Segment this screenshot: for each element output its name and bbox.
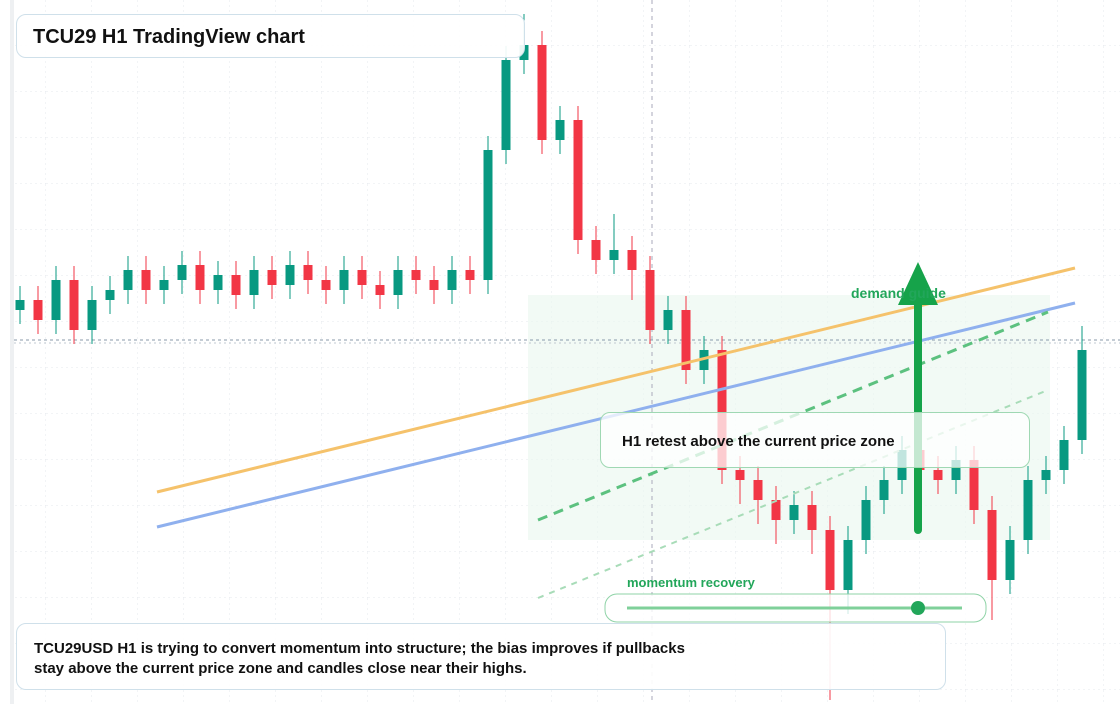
candle-body — [375, 285, 385, 295]
candle-body — [843, 540, 853, 590]
candle-body — [573, 120, 583, 240]
candle-body — [195, 265, 205, 290]
candle-body — [735, 470, 745, 480]
candle-body — [555, 120, 565, 140]
candle-body — [1005, 540, 1015, 580]
candle-body — [987, 510, 997, 580]
annotation: momentum recovery — [627, 575, 756, 590]
candle-body — [339, 270, 349, 290]
candle-body — [357, 270, 367, 285]
candle-body — [825, 530, 835, 590]
candle-body — [69, 280, 79, 330]
candle-body — [609, 250, 619, 260]
candle-body — [177, 265, 187, 280]
candle-body — [15, 300, 25, 310]
candle-body — [663, 310, 673, 330]
candle-body — [771, 500, 781, 520]
annotation-box: H1 retest above the current price zone — [600, 412, 1030, 468]
candle-body — [483, 150, 493, 280]
candle-body — [645, 270, 655, 330]
candle-body — [231, 275, 241, 295]
candle-body — [861, 500, 871, 540]
candle-body — [789, 505, 799, 520]
edge — [10, 0, 14, 704]
annotation: demand guide — [851, 285, 946, 301]
candle-body — [33, 300, 43, 320]
candle-body — [951, 460, 961, 480]
candle-body — [627, 250, 637, 270]
candle-body — [141, 270, 151, 290]
candle-body — [933, 470, 943, 480]
arrow-head — [898, 262, 938, 305]
candle-body — [267, 270, 277, 285]
candle-body — [1077, 350, 1087, 440]
candle-body — [753, 480, 763, 500]
candle-body — [591, 240, 601, 260]
candle-body — [321, 280, 331, 290]
candle-body — [537, 45, 547, 140]
candle-body — [159, 280, 169, 290]
candle-body — [501, 60, 511, 150]
candle-body — [429, 280, 439, 290]
candle-body — [285, 265, 295, 285]
candle-body — [681, 310, 691, 370]
candle-body — [393, 270, 403, 295]
candle-body — [51, 280, 61, 320]
candle-body — [411, 270, 421, 280]
candle-body — [465, 270, 475, 280]
momentum-dot — [911, 601, 925, 615]
candle-body — [87, 300, 97, 330]
candle-body — [519, 45, 529, 60]
candle-body — [879, 480, 889, 500]
candle-body — [249, 270, 259, 295]
candle-body — [1023, 480, 1033, 540]
note-text: TCU29USD H1 is trying to convert momentu… — [34, 640, 685, 677]
candle-body — [123, 270, 133, 290]
candle-body — [807, 505, 817, 530]
candle-body — [969, 460, 979, 510]
candle-body — [105, 290, 115, 300]
candle-body — [303, 265, 313, 280]
note: TCU29USD H1 is trying to convert momentu… — [16, 623, 946, 690]
candle-body — [447, 270, 457, 290]
candle-body — [1041, 470, 1051, 480]
chart-title: TCU29 H1 TradingView chart — [16, 14, 525, 58]
candle-body — [213, 275, 223, 290]
candle-body — [1059, 440, 1069, 470]
candle-body — [717, 350, 727, 470]
